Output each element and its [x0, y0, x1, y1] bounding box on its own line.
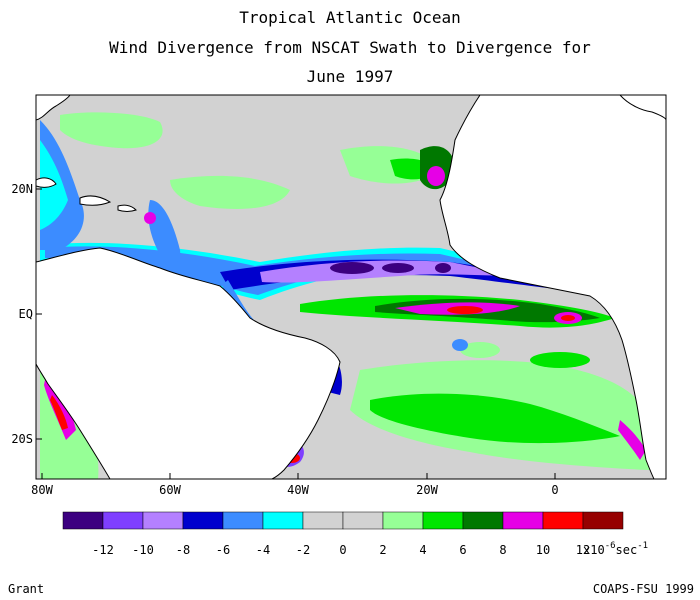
sa-coast-convergence — [222, 280, 265, 330]
lon-label-20w: 20W — [416, 483, 438, 497]
colorbar-swatch — [502, 511, 544, 530]
colorbar-swatch — [222, 511, 264, 530]
map-frame — [35, 94, 667, 480]
south-divergence-patch-1 — [530, 352, 590, 368]
yucatan-land — [36, 177, 57, 188]
colorbar-tick-label: -12 — [92, 543, 114, 557]
lon-label-60w: 60W — [159, 483, 181, 497]
small-convergence-patch — [452, 339, 468, 351]
divergence-max-red — [447, 306, 483, 314]
colorbar-tick-label: 8 — [499, 543, 506, 557]
hispaniola-island — [117, 204, 137, 212]
colorbar-tick-label: 10 — [536, 543, 550, 557]
north-patch-2 — [170, 175, 290, 209]
convergence-max-2 — [382, 263, 414, 273]
north-america-land — [36, 95, 71, 121]
lat-label-20n: 20N — [11, 182, 33, 196]
colorbar-tick-label: 0 — [339, 543, 346, 557]
caribbean-band-2 — [148, 200, 181, 265]
colorbar-tick-label: -10 — [132, 543, 154, 557]
pacific-divergence-red — [50, 395, 68, 430]
lat-label-eq: EQ — [19, 307, 33, 321]
lon-label-0: 0 — [551, 483, 558, 497]
colorbar-tick-label: 2 — [379, 543, 386, 557]
colorbar-swatch — [462, 511, 504, 530]
colorbar-swatch — [182, 511, 224, 530]
footer-credit: COAPS-FSU 1999 — [592, 582, 694, 596]
units-exponent: -6 — [605, 541, 616, 551]
north-patch-1 — [60, 112, 163, 149]
colorbar-swatch — [542, 511, 584, 530]
south-divergence-green — [370, 393, 620, 444]
colorbar-swatch — [102, 511, 144, 530]
colorbar-units: x10-6sec-1 — [583, 541, 648, 557]
units-suffix: sec — [616, 543, 638, 557]
colorbar-swatch — [382, 511, 424, 530]
south-america-land — [36, 247, 341, 479]
lon-label-40w: 40W — [287, 483, 309, 497]
lon-label-80w: 80W — [31, 483, 53, 497]
convergence-max-3 — [435, 263, 451, 273]
title-line-1: Tropical Atlantic Ocean — [239, 8, 461, 27]
colorbar-swatch — [582, 511, 624, 530]
colorbar-tick-label: -6 — [216, 543, 230, 557]
colorbar-swatch — [62, 511, 104, 530]
title-line-3: June 1997 — [306, 67, 394, 86]
caribbean-divergence-spot — [144, 212, 156, 224]
africa-coast-divergence — [618, 420, 646, 460]
units-prefix: x10 — [583, 543, 605, 557]
map-field — [36, 95, 666, 479]
colorbar-tick-label: 6 — [459, 543, 466, 557]
units-suffix-exponent: -1 — [637, 541, 648, 551]
colorbar-swatch — [342, 511, 384, 530]
cuba-island — [79, 195, 112, 206]
africa-land — [439, 95, 666, 479]
title-line-2: Wind Divergence from NSCAT Swath to Dive… — [109, 38, 591, 57]
divergence-max-east-core — [561, 315, 575, 321]
colorbar-tick-label: 12 — [576, 543, 590, 557]
colorbar — [62, 511, 624, 530]
colorbar-labels: -12 -10 -8 -6 -4 -2 0 2 4 6 8 10 12 — [92, 543, 590, 557]
coastal-upwelling-max — [427, 166, 445, 186]
colorbar-swatch — [262, 511, 304, 530]
colorbar-tick-label: -4 — [256, 543, 270, 557]
colorbar-tick-label: -8 — [176, 543, 190, 557]
south-divergence-patch-2 — [460, 342, 500, 358]
colorbar-tick-label: 4 — [419, 543, 426, 557]
lat-label-20s: 20S — [11, 432, 33, 446]
colorbar-tick-label: -2 — [296, 543, 310, 557]
colorbar-swatch — [302, 511, 344, 530]
colorbar-swatch — [142, 511, 184, 530]
footer-author: Grant — [8, 582, 45, 596]
colorbar-swatch — [422, 511, 464, 530]
convergence-max-1 — [330, 262, 374, 274]
